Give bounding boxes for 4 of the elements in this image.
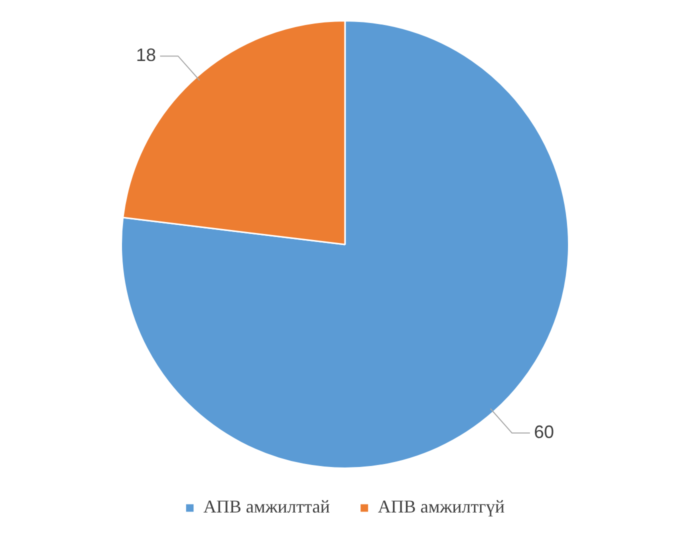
legend-label: АПВ амжилтгүй [378, 496, 506, 517]
legend-label: АПВ амжилттай [203, 496, 330, 517]
data-label: 60 [534, 422, 554, 442]
data-label: 18 [136, 45, 156, 66]
